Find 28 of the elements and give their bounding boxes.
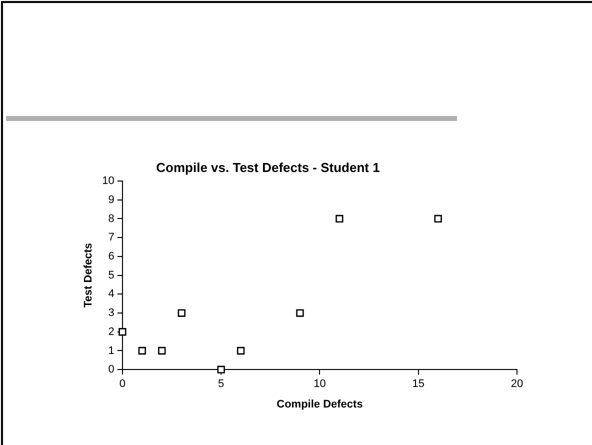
point [118,328,126,336]
point [158,346,166,355]
y-tick-label: 4 [108,288,114,300]
point [296,309,304,317]
y-tick-label: 3 [108,307,114,320]
x-tick-label: 10 [314,378,326,390]
y-tick-label: 8 [108,212,114,225]
point [138,346,146,355]
point [236,346,245,355]
y-tick-label: 7 [108,232,114,244]
y-tick-label: 0 [108,364,114,376]
y-tick-label: 10 [102,175,114,188]
point [336,214,344,223]
y-tick-label: 2 [108,326,114,338]
y-tick-label: 5 [108,269,114,282]
point [217,366,225,374]
x-tick-label: 15 [412,378,424,390]
x-tick-label: 5 [218,378,224,390]
y-axis-title: Test Defects [82,242,95,308]
y-tick-label: 9 [108,194,114,206]
y-tick-label: 6 [108,250,114,262]
x-tick-label: 0 [119,378,126,390]
chart-title: Compile vs. Test Defects - Student 1 [155,160,381,175]
point [178,309,186,317]
x-tick-label: 20 [510,378,524,390]
y-tick-label: 1 [108,344,114,357]
x-axis-title: Compile Defects [276,398,363,410]
point [434,214,442,223]
